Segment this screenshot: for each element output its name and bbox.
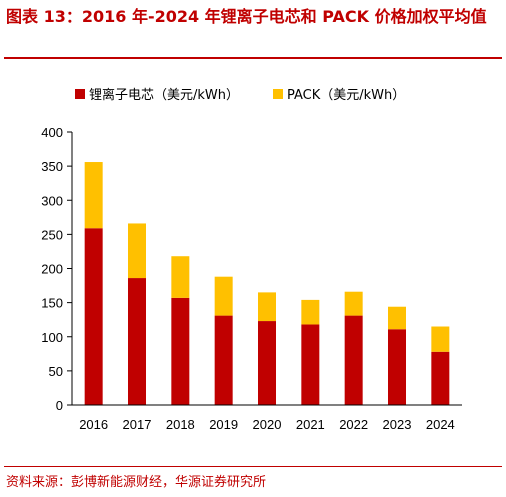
bar-cell-2020 [258, 321, 276, 405]
bars-group [84, 162, 450, 405]
bar-cell-2019 [214, 315, 233, 405]
bar-pack-2023 [388, 306, 406, 330]
bar-pack-2022 [344, 291, 363, 316]
bar-cell-2017 [128, 278, 146, 405]
x-tick-label: 2020 [253, 417, 282, 432]
bar-cell-2018 [171, 297, 190, 405]
y-tick-label: 50 [49, 364, 63, 379]
y-tick-label: 150 [41, 296, 63, 311]
y-tick-label: 0 [56, 398, 63, 413]
bar-cell-2016 [84, 228, 103, 405]
bar-cell-2021 [301, 324, 320, 405]
source-note: 资料来源：彭博新能源财经，华源证券研究所 [6, 475, 267, 490]
x-tick-label: 2022 [339, 417, 368, 432]
legend-swatch [273, 89, 283, 99]
legend-label: 锂离子电芯（美元/kWh） [89, 87, 239, 103]
bar-pack-2018 [171, 256, 190, 298]
x-tick-label: 2018 [166, 417, 195, 432]
source-divider [4, 466, 502, 467]
bar-pack-2017 [128, 223, 146, 279]
bar-cell-2022 [344, 315, 363, 405]
y-tick-label: 350 [41, 159, 63, 174]
y-axis: 0 50 100 150 200 250 300 350 400 [41, 125, 73, 413]
bar-cell-2023 [388, 329, 406, 405]
legend-swatch [75, 89, 85, 99]
x-axis: 2016 2017 2018 2019 2020 2021 2022 2023 2024 [72, 404, 462, 432]
bar-pack-2016 [84, 162, 103, 229]
x-tick-label: 2024 [426, 417, 455, 432]
x-tick-label: 2021 [296, 417, 325, 432]
y-tick-label: 200 [41, 262, 63, 277]
x-tick-label: 2019 [209, 417, 238, 432]
y-tick-label: 300 [41, 193, 63, 208]
x-tick-label: 2017 [123, 417, 152, 432]
bar-pack-2024 [431, 326, 450, 352]
legend-label: PACK（美元/kWh） [287, 88, 405, 103]
x-tick-label: 2023 [383, 417, 412, 432]
bar-cell-2024 [431, 351, 450, 405]
title-divider [4, 57, 502, 59]
y-tick-label: 100 [41, 330, 63, 345]
y-tick-label: 250 [41, 227, 63, 242]
chart-legend: 锂离子电芯（美元/kWh） PACK（美元/kWh） [75, 87, 405, 103]
figure-title: 图表 13：2016 年-2024 年锂离子电芯和 PACK 价格加权平均值 [6, 7, 487, 26]
bar-pack-2019 [214, 276, 233, 316]
y-tick-label: 400 [41, 125, 63, 140]
bar-pack-2020 [258, 292, 276, 322]
x-tick-label: 2016 [79, 417, 108, 432]
bar-pack-2021 [301, 299, 320, 325]
